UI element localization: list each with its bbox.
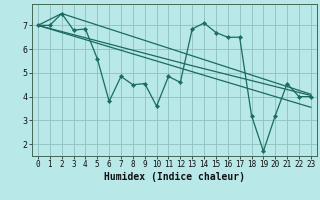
X-axis label: Humidex (Indice chaleur): Humidex (Indice chaleur): [104, 172, 245, 182]
